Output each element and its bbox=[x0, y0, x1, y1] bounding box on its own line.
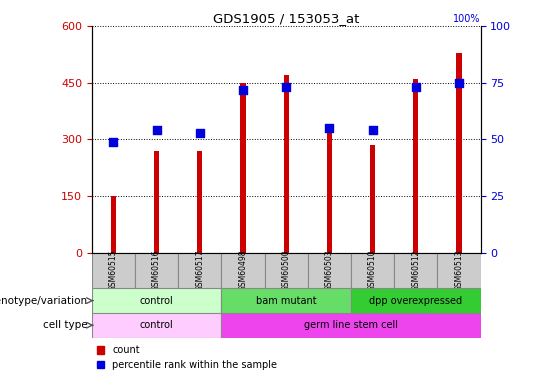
FancyBboxPatch shape bbox=[92, 253, 135, 288]
FancyBboxPatch shape bbox=[221, 253, 265, 288]
FancyBboxPatch shape bbox=[92, 288, 221, 313]
FancyBboxPatch shape bbox=[135, 253, 178, 288]
Point bbox=[368, 128, 377, 134]
FancyBboxPatch shape bbox=[308, 253, 351, 288]
Text: control: control bbox=[140, 320, 173, 330]
FancyBboxPatch shape bbox=[221, 313, 481, 338]
FancyBboxPatch shape bbox=[351, 288, 481, 313]
Point bbox=[411, 84, 420, 90]
Point bbox=[195, 130, 204, 136]
Text: GSM60498: GSM60498 bbox=[239, 250, 247, 291]
FancyBboxPatch shape bbox=[437, 253, 481, 288]
Text: GSM60516: GSM60516 bbox=[152, 250, 161, 291]
Text: dpp overexpressed: dpp overexpressed bbox=[369, 296, 462, 306]
Bar bbox=[456, 53, 462, 253]
Text: GSM60500: GSM60500 bbox=[282, 250, 291, 291]
FancyBboxPatch shape bbox=[92, 313, 221, 338]
Point bbox=[239, 87, 247, 93]
Text: GSM60515: GSM60515 bbox=[109, 250, 118, 291]
Text: GSM60510: GSM60510 bbox=[368, 250, 377, 291]
Text: germ line stem cell: germ line stem cell bbox=[304, 320, 398, 330]
Text: GSM60503: GSM60503 bbox=[325, 250, 334, 291]
Bar bbox=[413, 79, 418, 253]
Text: 100%: 100% bbox=[453, 14, 481, 24]
Bar bbox=[154, 151, 159, 253]
Bar bbox=[327, 132, 332, 253]
Text: cell type: cell type bbox=[43, 320, 88, 330]
Legend: count, percentile rank within the sample: count, percentile rank within the sample bbox=[97, 345, 277, 370]
Point bbox=[152, 128, 161, 134]
Bar bbox=[197, 151, 202, 253]
Point bbox=[282, 84, 291, 90]
FancyBboxPatch shape bbox=[178, 253, 221, 288]
FancyBboxPatch shape bbox=[394, 253, 437, 288]
Bar bbox=[284, 75, 289, 253]
Bar bbox=[111, 196, 116, 253]
Point bbox=[325, 125, 334, 131]
Text: genotype/variation: genotype/variation bbox=[0, 296, 88, 306]
Text: control: control bbox=[140, 296, 173, 306]
FancyBboxPatch shape bbox=[221, 288, 351, 313]
Text: GSM60513: GSM60513 bbox=[455, 250, 463, 291]
Point bbox=[109, 139, 118, 145]
Text: bam mutant: bam mutant bbox=[256, 296, 316, 306]
Text: GSM60512: GSM60512 bbox=[411, 250, 420, 291]
Bar bbox=[370, 145, 375, 253]
Title: GDS1905 / 153053_at: GDS1905 / 153053_at bbox=[213, 12, 360, 25]
Text: GSM60517: GSM60517 bbox=[195, 250, 204, 291]
FancyBboxPatch shape bbox=[265, 253, 308, 288]
Bar bbox=[240, 83, 246, 253]
Point bbox=[455, 80, 463, 86]
FancyBboxPatch shape bbox=[351, 253, 394, 288]
